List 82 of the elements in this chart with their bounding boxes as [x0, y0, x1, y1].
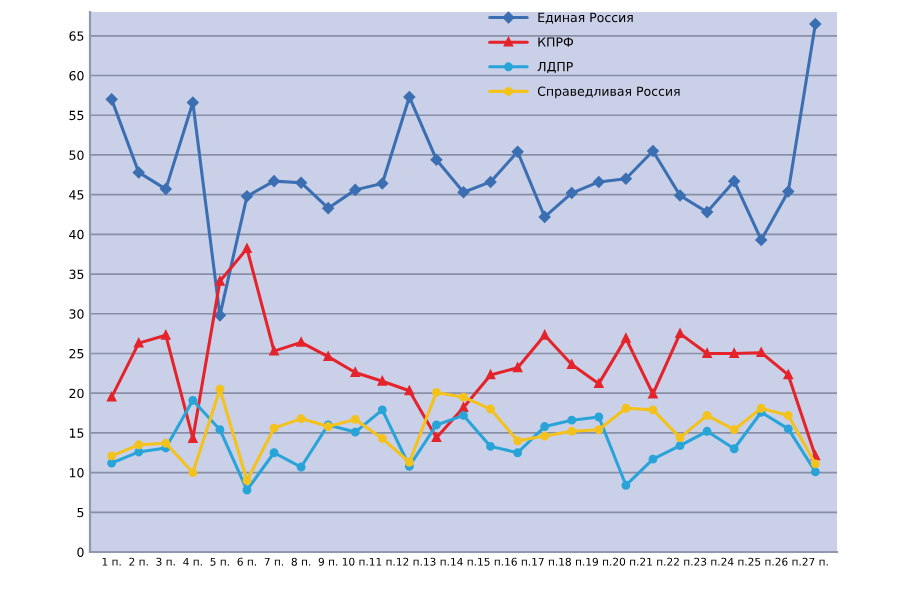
point — [540, 330, 550, 340]
point — [540, 431, 550, 441]
point — [215, 425, 225, 435]
point — [783, 410, 793, 420]
point — [431, 387, 441, 397]
point — [675, 433, 685, 443]
point — [513, 436, 523, 446]
point — [459, 392, 468, 402]
point — [809, 18, 822, 30]
point — [513, 448, 523, 458]
point — [133, 166, 145, 179]
point — [134, 338, 144, 348]
point — [350, 427, 360, 437]
point — [377, 376, 387, 386]
point — [241, 190, 253, 202]
point — [268, 175, 280, 187]
point — [648, 454, 658, 464]
point — [349, 184, 361, 196]
point — [107, 451, 117, 461]
point — [296, 414, 306, 424]
point — [621, 333, 631, 343]
point — [161, 330, 171, 340]
point — [702, 410, 712, 420]
point — [594, 412, 604, 422]
point — [295, 177, 307, 189]
point — [376, 177, 389, 190]
point — [459, 410, 468, 420]
point — [160, 183, 172, 195]
point — [674, 189, 686, 202]
point — [728, 175, 740, 187]
point — [538, 211, 551, 223]
point — [242, 476, 252, 485]
point — [377, 405, 387, 415]
point — [322, 202, 334, 214]
point — [701, 206, 713, 218]
point — [567, 415, 577, 425]
point — [648, 405, 658, 415]
point — [729, 444, 739, 454]
point — [593, 176, 605, 188]
point — [486, 404, 496, 414]
point — [269, 346, 279, 356]
point — [810, 467, 820, 477]
point — [620, 173, 632, 185]
point — [403, 91, 416, 103]
point — [675, 441, 685, 451]
point — [134, 440, 144, 450]
point — [782, 185, 794, 198]
point — [107, 458, 117, 468]
point — [107, 392, 117, 402]
point — [566, 187, 578, 199]
point — [134, 447, 144, 457]
point — [242, 485, 252, 495]
point — [729, 425, 739, 435]
point — [350, 414, 360, 424]
point — [621, 480, 631, 490]
point — [810, 459, 820, 469]
point — [431, 420, 441, 430]
point — [215, 276, 225, 286]
point — [621, 403, 631, 413]
point — [377, 434, 387, 443]
point — [702, 426, 712, 436]
point — [215, 384, 225, 394]
point — [567, 426, 577, 436]
point — [457, 186, 470, 198]
point — [188, 395, 198, 405]
point — [269, 423, 279, 433]
point — [594, 425, 604, 435]
point — [188, 434, 198, 443]
point — [296, 462, 306, 472]
point — [755, 234, 767, 246]
point — [511, 146, 524, 158]
point — [540, 422, 550, 431]
point — [647, 145, 659, 157]
point — [188, 468, 198, 478]
point — [484, 176, 497, 188]
point — [105, 93, 118, 106]
point — [296, 337, 306, 347]
point — [161, 438, 171, 448]
point — [430, 153, 443, 166]
point — [269, 448, 279, 458]
point — [486, 441, 496, 451]
point — [783, 424, 793, 434]
